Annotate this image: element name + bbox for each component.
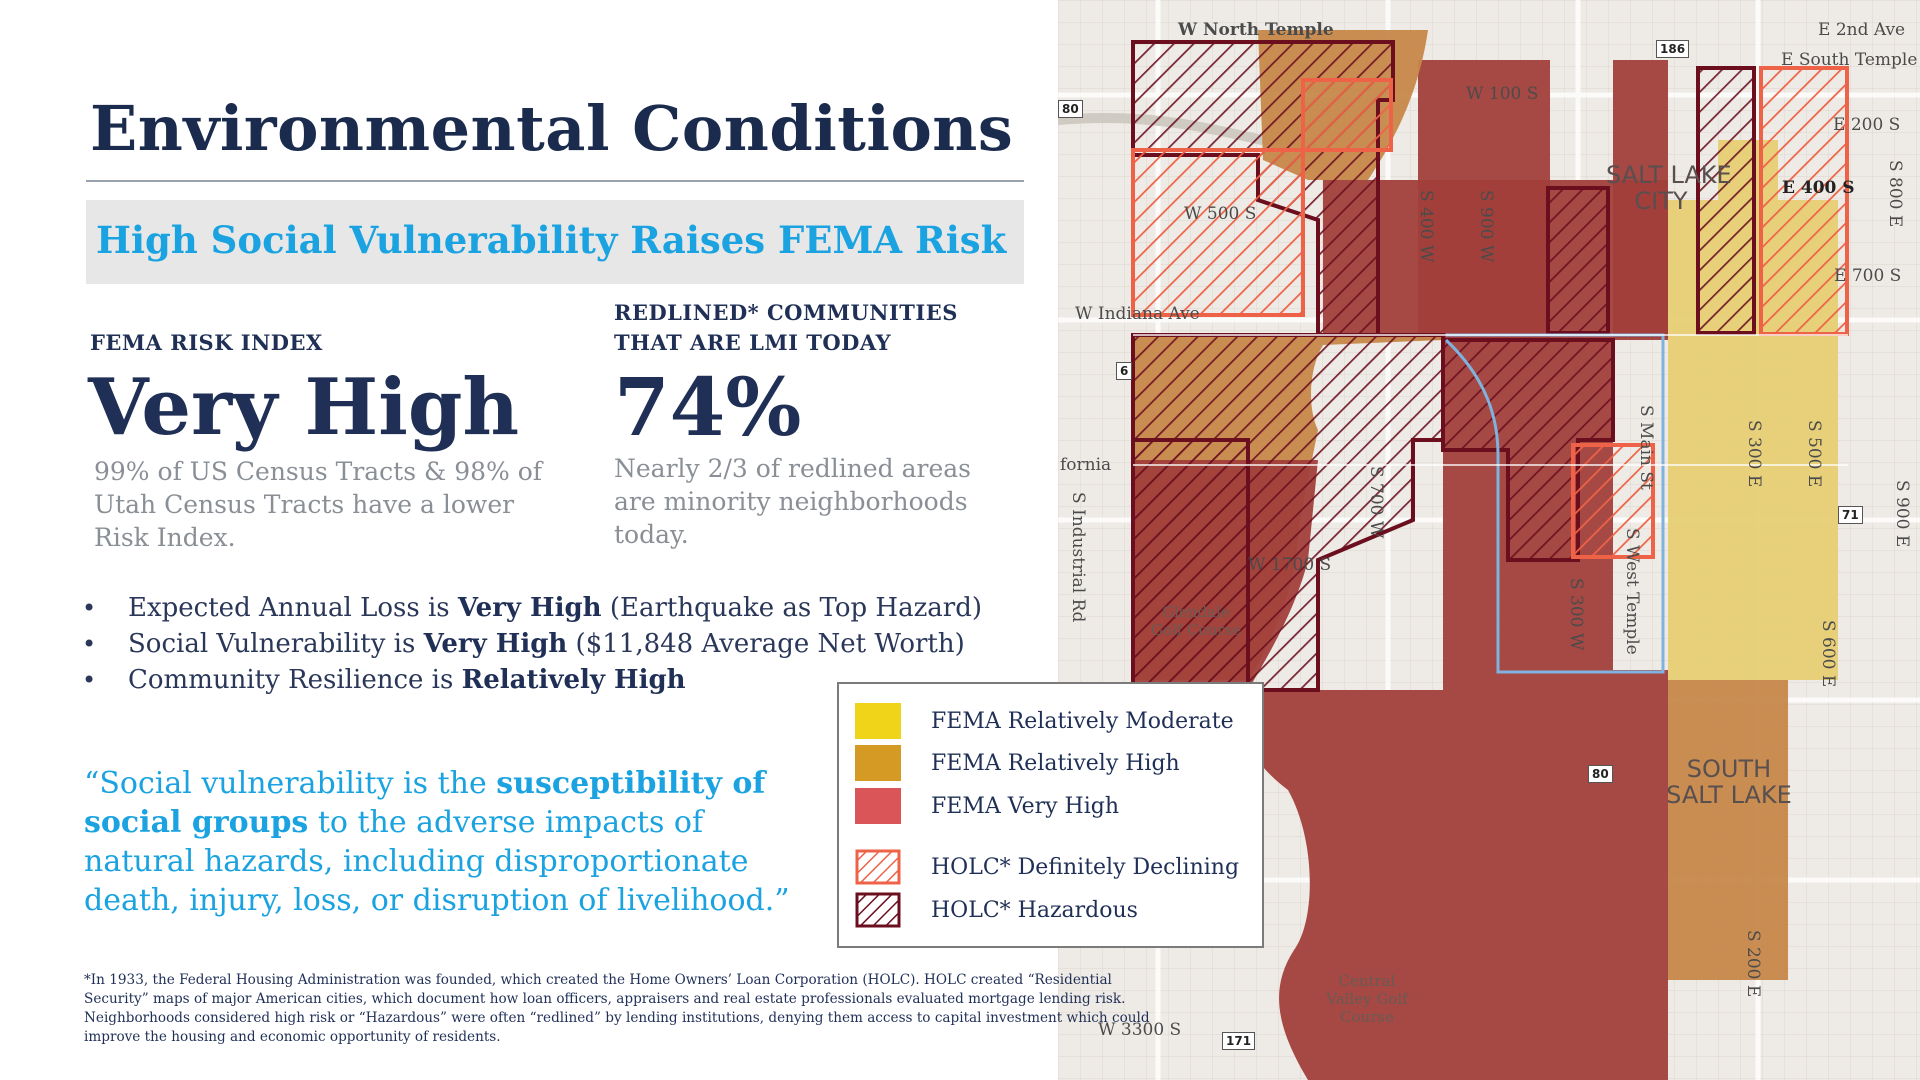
route-shield: 80 xyxy=(1058,100,1083,118)
bullet-item: Expected Annual Loss is Very High (Earth… xyxy=(80,590,982,626)
redlined-note-line: today. xyxy=(614,520,689,549)
boundary-line xyxy=(1444,333,1665,674)
legend-item: HOLC* Definitely Declining xyxy=(855,849,1240,885)
redlined-note: Nearly 2/3 of redlined areas are minorit… xyxy=(614,452,1014,551)
fema-risk-label-text: FEMA RISK INDEX xyxy=(90,330,323,355)
vulnerability-quote: “Social vulnerability is the susceptibil… xyxy=(84,766,790,918)
fema-note-line: Risk Index. xyxy=(94,523,236,552)
fema-risk-note: 99% of US Census Tracts & 98% of Utah Ce… xyxy=(94,455,574,554)
route-shield: 80 xyxy=(1588,765,1613,783)
legend-label: FEMA Relatively Moderate xyxy=(931,708,1234,734)
redlined-note-line: are minority neighborhoods xyxy=(614,487,968,516)
street-label: S West Temple xyxy=(1622,528,1642,655)
page-title: Environmental Conditions xyxy=(90,92,1014,165)
bullet-item: Social Vulnerability is Very High ($11,8… xyxy=(80,626,982,662)
fema-note-line: 99% of US Census Tracts & 98% of xyxy=(94,457,543,486)
map-legend: FEMA Relatively Moderate FEMA Relatively… xyxy=(837,682,1264,948)
street-label: S 900 W xyxy=(1476,190,1496,263)
legend-swatch-relatively-high xyxy=(855,745,901,781)
subtitle-banner xyxy=(86,200,1024,284)
street-label: E South Temple xyxy=(1781,50,1918,70)
street-label: S 300 W xyxy=(1566,578,1586,651)
title-divider xyxy=(86,180,1024,182)
street-label: S 800 E xyxy=(1885,160,1905,228)
street-label: S 500 E xyxy=(1804,420,1824,488)
holc-declining-zones xyxy=(1131,66,1849,559)
street-label: W 1700 S xyxy=(1248,555,1332,575)
street-label: W 500 S xyxy=(1184,204,1257,224)
street-label: S 900 E xyxy=(1892,480,1912,548)
place-label-salt-lake-city: SALT LAKE CITY xyxy=(1606,161,1732,215)
route-shield: 6 xyxy=(1116,362,1133,380)
fema-note-line: Utah Census Tracts have a lower xyxy=(94,490,515,519)
street-label: S Industrial Rd xyxy=(1068,492,1088,623)
fema-relatively-high-area xyxy=(1668,680,1788,980)
legend-label: HOLC* Definitely Declining xyxy=(931,854,1240,880)
street-label: S 600 E xyxy=(1818,620,1838,688)
fema-very-high-area xyxy=(1613,60,1668,340)
fema-risk-value: Very High xyxy=(88,362,520,453)
street-label: S 400 W xyxy=(1416,190,1436,263)
summary-bullets: Expected Annual Loss is Very High (Earth… xyxy=(80,590,982,698)
holc-footnote: *In 1933, the Federal Housing Administra… xyxy=(84,972,1150,1045)
route-shield: 171 xyxy=(1222,1032,1256,1050)
legend-swatch-moderate xyxy=(855,703,901,739)
legend-item: FEMA Relatively High xyxy=(855,745,1180,781)
legend-label: FEMA Relatively High xyxy=(931,750,1180,776)
redlined-label-line: THAT ARE LMI TODAY xyxy=(614,330,892,355)
redlined-note-line: Nearly 2/3 of redlined areas xyxy=(614,454,971,483)
street-label: S 300 E xyxy=(1744,420,1764,488)
subtitle: High Social Vulnerability Raises FEMA Ri… xyxy=(96,218,1007,262)
legend-swatch-hazardous xyxy=(855,892,901,928)
street-label: W North Temple xyxy=(1178,20,1334,40)
redlining-risk-map: W North Temple E 2nd Ave E South Temple … xyxy=(1058,0,1920,1080)
street-label: W 3300 S xyxy=(1098,1020,1182,1040)
street-label: E 700 S xyxy=(1834,266,1902,286)
street-label: W 100 S xyxy=(1466,84,1539,104)
redlined-value: 74% xyxy=(614,360,802,454)
redlined-label: REDLINED* COMMUNITIES THAT ARE LMI TODAY xyxy=(614,298,958,358)
legend-label: FEMA Very High xyxy=(931,793,1120,819)
redlined-label-line: REDLINED* COMMUNITIES xyxy=(614,300,958,325)
street-label: fornia xyxy=(1060,455,1112,475)
legend-item: HOLC* Hazardous xyxy=(855,892,1138,928)
street-label: E 2nd Ave xyxy=(1818,20,1906,40)
legend-swatch-declining xyxy=(855,849,901,885)
street-label: W Indiana Ave xyxy=(1075,304,1200,324)
fema-risk-label: FEMA RISK INDEX xyxy=(90,328,323,358)
fema-very-high-area xyxy=(1418,60,1550,340)
legend-label: HOLC* Hazardous xyxy=(931,897,1138,923)
route-shield: 186 xyxy=(1656,40,1690,58)
place-label-central-valley: Central Valley Golf Course xyxy=(1326,972,1408,1026)
legend-swatch-very-high xyxy=(855,788,901,824)
place-label-south-salt-lake: SOUTH SALT LAKE xyxy=(1666,755,1792,809)
legend-item: FEMA Very High xyxy=(855,788,1120,824)
street-label: S Main St xyxy=(1636,405,1656,490)
bullet-item: Community Resilience is Relatively High xyxy=(80,662,982,698)
street-label: S 200 E xyxy=(1743,930,1763,998)
route-shield: 71 xyxy=(1838,506,1863,524)
place-label-glendale: Glendale Golf Course xyxy=(1150,603,1242,639)
map-canvas xyxy=(1058,0,1920,1080)
street-label: E 200 S xyxy=(1833,115,1901,135)
street-label: S 700 W xyxy=(1366,466,1386,539)
legend-item: FEMA Relatively Moderate xyxy=(855,703,1234,739)
street-label: E 400 S xyxy=(1782,178,1855,198)
